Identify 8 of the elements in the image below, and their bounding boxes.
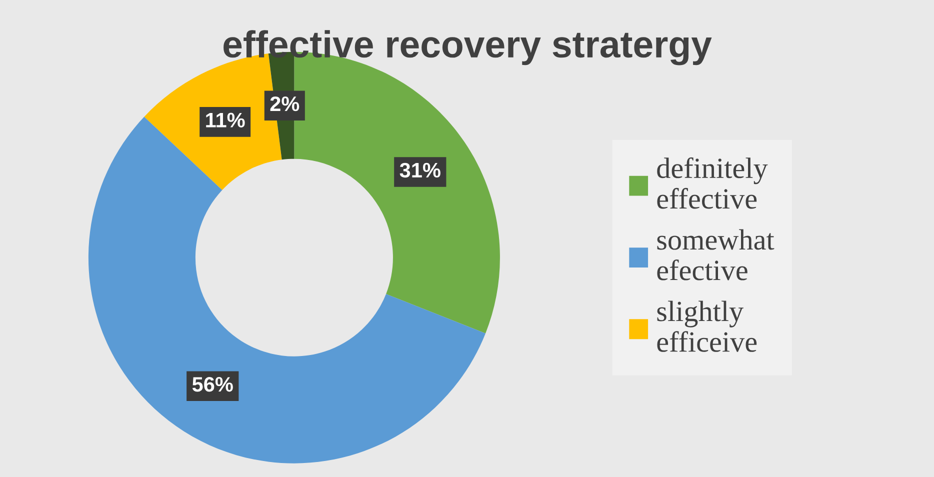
legend-label: definitely effective [657, 157, 768, 209]
data-label: 31% [400, 162, 440, 178]
data-label: 56% [192, 376, 233, 392]
data-label: 11% [206, 112, 245, 128]
chart-title: effective recovery stratergy [224, 30, 712, 66]
legend-label: slightly efficeive [657, 300, 757, 352]
data-label: 2% [270, 96, 300, 112]
legend-label: somewhat efective [657, 229, 774, 280]
